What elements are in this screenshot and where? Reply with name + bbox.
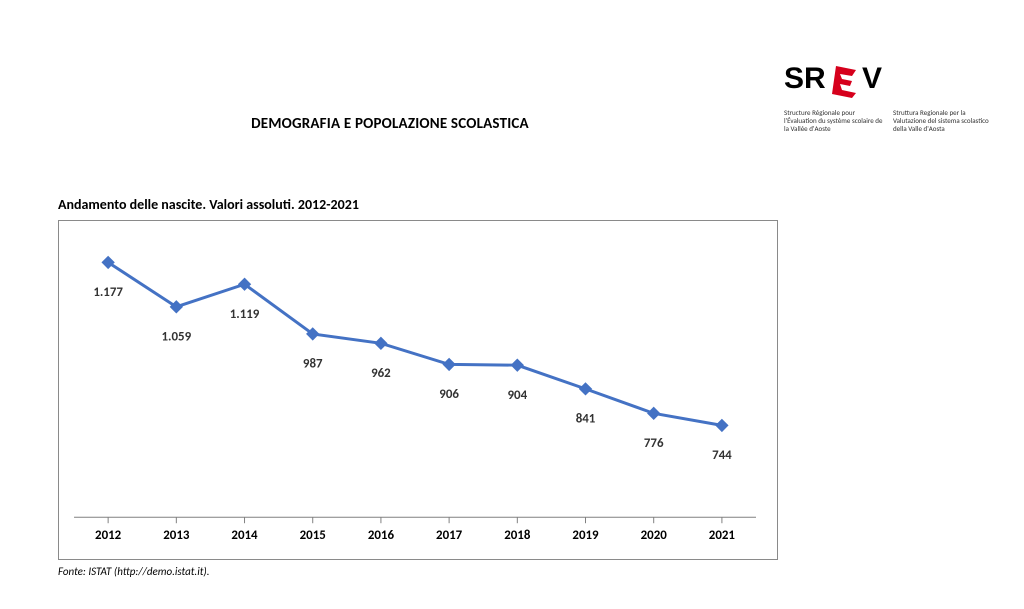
data-marker	[375, 337, 387, 349]
x-axis-label: 2014	[231, 528, 258, 543]
x-axis-label: 2016	[368, 528, 395, 543]
data-label: 744	[712, 448, 732, 463]
x-axis-label: 2017	[436, 528, 463, 543]
data-marker	[580, 383, 592, 395]
data-label: 962	[371, 366, 391, 381]
births-chart: 2012 2013 2014 2015 2016 2017 2018 2019 2020 2021…	[58, 220, 778, 560]
logo-sr-text: SR	[784, 62, 826, 95]
data-label: 1.119	[230, 307, 260, 322]
logo-e-glyph	[832, 66, 856, 98]
data-label: 1.059	[162, 330, 192, 345]
logo-subtitle: Structure Régionale pour l'Évaluation du…	[784, 109, 994, 133]
x-axis-label: 2020	[641, 528, 668, 543]
page-title: DEMOGRAFIA E POPOLAZIONE SCOLASTICA	[0, 115, 780, 133]
logo-v-text: V	[862, 62, 882, 95]
data-label: 906	[439, 387, 459, 402]
data-marker	[511, 359, 523, 371]
logo-sub-right: Struttura Regionale per la Valutazione d…	[893, 109, 994, 133]
data-label: 987	[303, 357, 323, 372]
data-label: 776	[644, 436, 664, 451]
series-line	[108, 262, 722, 425]
data-marker	[443, 358, 455, 370]
x-axis-label: 2015	[300, 528, 326, 543]
srev-logo: SR V	[784, 60, 914, 100]
x-axis-label: 2021	[709, 528, 736, 543]
source-note: Fonte: ISTAT (http://demo.istat.it).	[58, 565, 210, 578]
x-axis-label: 2019	[572, 528, 599, 543]
data-label: 904	[507, 388, 527, 403]
x-axis-label: 2018	[504, 528, 531, 543]
births-chart-svg: 2012 2013 2014 2015 2016 2017 2018 2019 2020 2021…	[59, 221, 777, 559]
logo-block: SR V Structure Régionale pour l'Évaluati…	[784, 60, 994, 133]
x-axis-label: 2012	[95, 528, 122, 543]
data-marker	[716, 419, 728, 431]
x-axis-label: 2013	[163, 528, 190, 543]
data-marker	[648, 407, 660, 419]
data-label: 1.177	[93, 285, 123, 300]
logo-sub-left: Structure Régionale pour l'Évaluation du…	[784, 109, 885, 133]
chart-title: Andamento delle nascite. Valori assoluti…	[58, 196, 359, 213]
data-label: 841	[576, 412, 596, 427]
